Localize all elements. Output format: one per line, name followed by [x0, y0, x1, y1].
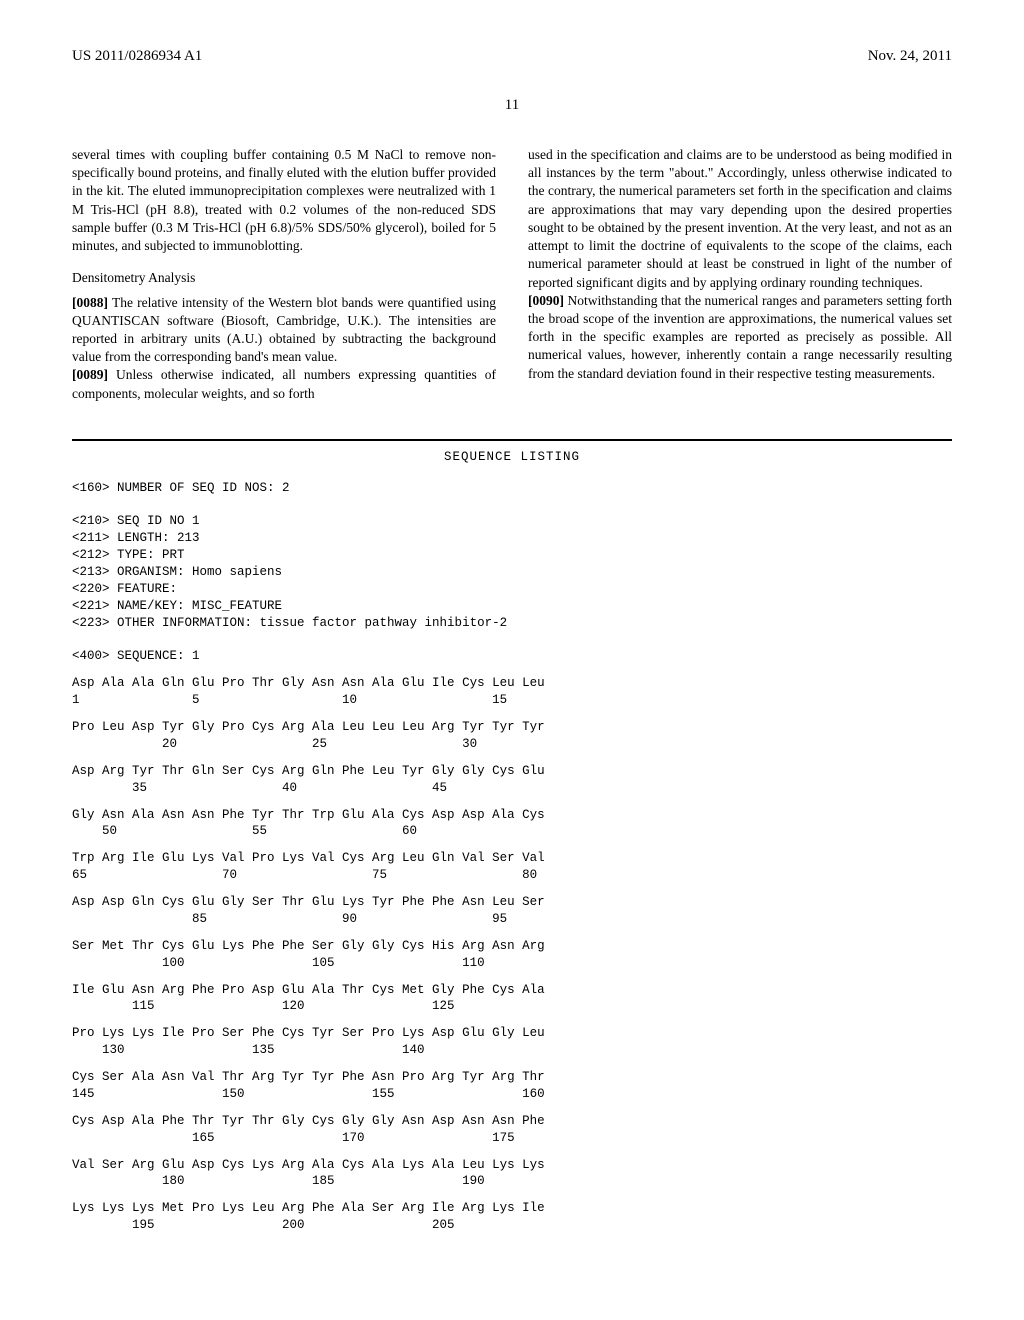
- publication-date: Nov. 24, 2011: [868, 48, 952, 65]
- paragraph-continuation: several times with coupling buffer conta…: [72, 146, 496, 255]
- paragraph-text: Notwithstanding that the numerical range…: [528, 293, 952, 381]
- sequence-aa-line: Cys Ser Ala Asn Val Thr Arg Tyr Tyr Phe …: [72, 1069, 952, 1086]
- sequence-meta-line: <220> FEATURE:: [72, 581, 952, 598]
- paragraph-0089: [0089] Unless otherwise indicated, all n…: [72, 366, 496, 402]
- sequence-meta-line: <221> NAME/KEY: MISC_FEATURE: [72, 598, 952, 615]
- sequence-row: Asp Arg Tyr Thr Gln Ser Cys Arg Gln Phe …: [72, 763, 952, 797]
- sequence-num-line: 130 135 140: [72, 1042, 952, 1059]
- sequence-meta-line: <160> NUMBER OF SEQ ID NOS: 2: [72, 480, 952, 497]
- sequence-row: Asp Ala Ala Gln Glu Pro Thr Gly Asn Asn …: [72, 675, 952, 709]
- sequence-num-line: 20 25 30: [72, 736, 952, 753]
- body-columns: several times with coupling buffer conta…: [72, 146, 952, 403]
- sequence-meta-line: <211> LENGTH: 213: [72, 530, 952, 547]
- sequence-meta-line: <223> OTHER INFORMATION: tissue factor p…: [72, 615, 952, 632]
- sequence-meta-line: [72, 632, 952, 649]
- paragraph-number: [0088]: [72, 295, 108, 310]
- paragraph-0090: [0090] Notwithstanding that the numerica…: [528, 292, 952, 383]
- sequence-row: Pro Leu Asp Tyr Gly Pro Cys Arg Ala Leu …: [72, 719, 952, 753]
- sequence-row: Pro Lys Lys Ile Pro Ser Phe Cys Tyr Ser …: [72, 1025, 952, 1059]
- sequence-meta-line: <210> SEQ ID NO 1: [72, 513, 952, 530]
- sequence-num-line: 35 40 45: [72, 780, 952, 797]
- sequence-row: Val Ser Arg Glu Asp Cys Lys Arg Ala Cys …: [72, 1157, 952, 1191]
- publication-number: US 2011/0286934 A1: [72, 48, 202, 65]
- sequence-aa-line: Asp Asp Gln Cys Glu Gly Ser Thr Glu Lys …: [72, 894, 952, 911]
- sequence-aa-line: Ile Glu Asn Arg Phe Pro Asp Glu Ala Thr …: [72, 982, 952, 999]
- sequence-num-line: 50 55 60: [72, 823, 952, 840]
- sequence-meta-line: <213> ORGANISM: Homo sapiens: [72, 564, 952, 581]
- sequence-row: Cys Asp Ala Phe Thr Tyr Thr Gly Cys Gly …: [72, 1113, 952, 1147]
- sequence-row: Trp Arg Ile Glu Lys Val Pro Lys Val Cys …: [72, 850, 952, 884]
- right-column: used in the specification and claims are…: [528, 146, 952, 403]
- sequence-num-line: 85 90 95: [72, 911, 952, 928]
- sequence-rows: Asp Ala Ala Gln Glu Pro Thr Gly Asn Asn …: [72, 675, 952, 1234]
- sequence-listing-title: SEQUENCE LISTING: [72, 449, 952, 466]
- left-column: several times with coupling buffer conta…: [72, 146, 496, 403]
- sequence-num-line: 180 185 190: [72, 1173, 952, 1190]
- page-number: 11: [72, 97, 952, 114]
- sequence-meta-line: <400> SEQUENCE: 1: [72, 648, 952, 665]
- subheading-densitometry: Densitometry Analysis: [72, 269, 496, 287]
- paragraph-text: Unless otherwise indicated, all numbers …: [72, 367, 496, 400]
- sequence-metadata: <160> NUMBER OF SEQ ID NOS: 2 <210> SEQ …: [72, 480, 952, 666]
- paragraph-number: [0089]: [72, 367, 108, 382]
- sequence-num-line: 165 170 175: [72, 1130, 952, 1147]
- sequence-aa-line: Val Ser Arg Glu Asp Cys Lys Arg Ala Cys …: [72, 1157, 952, 1174]
- sequence-row: Ile Glu Asn Arg Phe Pro Asp Glu Ala Thr …: [72, 982, 952, 1016]
- sequence-meta-line: [72, 497, 952, 514]
- sequence-aa-line: Lys Lys Lys Met Pro Lys Leu Arg Phe Ala …: [72, 1200, 952, 1217]
- sequence-aa-line: Gly Asn Ala Asn Asn Phe Tyr Thr Trp Glu …: [72, 807, 952, 824]
- sequence-aa-line: Ser Met Thr Cys Glu Lys Phe Phe Ser Gly …: [72, 938, 952, 955]
- sequence-row: Cys Ser Ala Asn Val Thr Arg Tyr Tyr Phe …: [72, 1069, 952, 1103]
- sequence-aa-line: Pro Leu Asp Tyr Gly Pro Cys Arg Ala Leu …: [72, 719, 952, 736]
- sequence-aa-line: Trp Arg Ile Glu Lys Val Pro Lys Val Cys …: [72, 850, 952, 867]
- paragraph-0088: [0088] The relative intensity of the Wes…: [72, 294, 496, 367]
- sequence-row: Ser Met Thr Cys Glu Lys Phe Phe Ser Gly …: [72, 938, 952, 972]
- sequence-aa-line: Asp Ala Ala Gln Glu Pro Thr Gly Asn Asn …: [72, 675, 952, 692]
- paragraph-continuation: used in the specification and claims are…: [528, 146, 952, 292]
- sequence-aa-line: Asp Arg Tyr Thr Gln Ser Cys Arg Gln Phe …: [72, 763, 952, 780]
- sequence-row: Gly Asn Ala Asn Asn Phe Tyr Thr Trp Glu …: [72, 807, 952, 841]
- sequence-aa-line: Cys Asp Ala Phe Thr Tyr Thr Gly Cys Gly …: [72, 1113, 952, 1130]
- sequence-num-line: 100 105 110: [72, 955, 952, 972]
- paragraph-text: The relative intensity of the Western bl…: [72, 295, 496, 365]
- sequence-num-line: 195 200 205: [72, 1217, 952, 1234]
- sequence-num-line: 65 70 75 80: [72, 867, 952, 884]
- sequence-row: Lys Lys Lys Met Pro Lys Leu Arg Phe Ala …: [72, 1200, 952, 1234]
- sequence-listing: SEQUENCE LISTING <160> NUMBER OF SEQ ID …: [72, 439, 952, 1234]
- sequence-num-line: 1 5 10 15: [72, 692, 952, 709]
- sequence-aa-line: Pro Lys Lys Ile Pro Ser Phe Cys Tyr Ser …: [72, 1025, 952, 1042]
- sequence-row: Asp Asp Gln Cys Glu Gly Ser Thr Glu Lys …: [72, 894, 952, 928]
- sequence-num-line: 115 120 125: [72, 998, 952, 1015]
- sequence-num-line: 145 150 155 160: [72, 1086, 952, 1103]
- sequence-meta-line: <212> TYPE: PRT: [72, 547, 952, 564]
- page-header: US 2011/0286934 A1 Nov. 24, 2011: [72, 48, 952, 65]
- paragraph-number: [0090]: [528, 293, 564, 308]
